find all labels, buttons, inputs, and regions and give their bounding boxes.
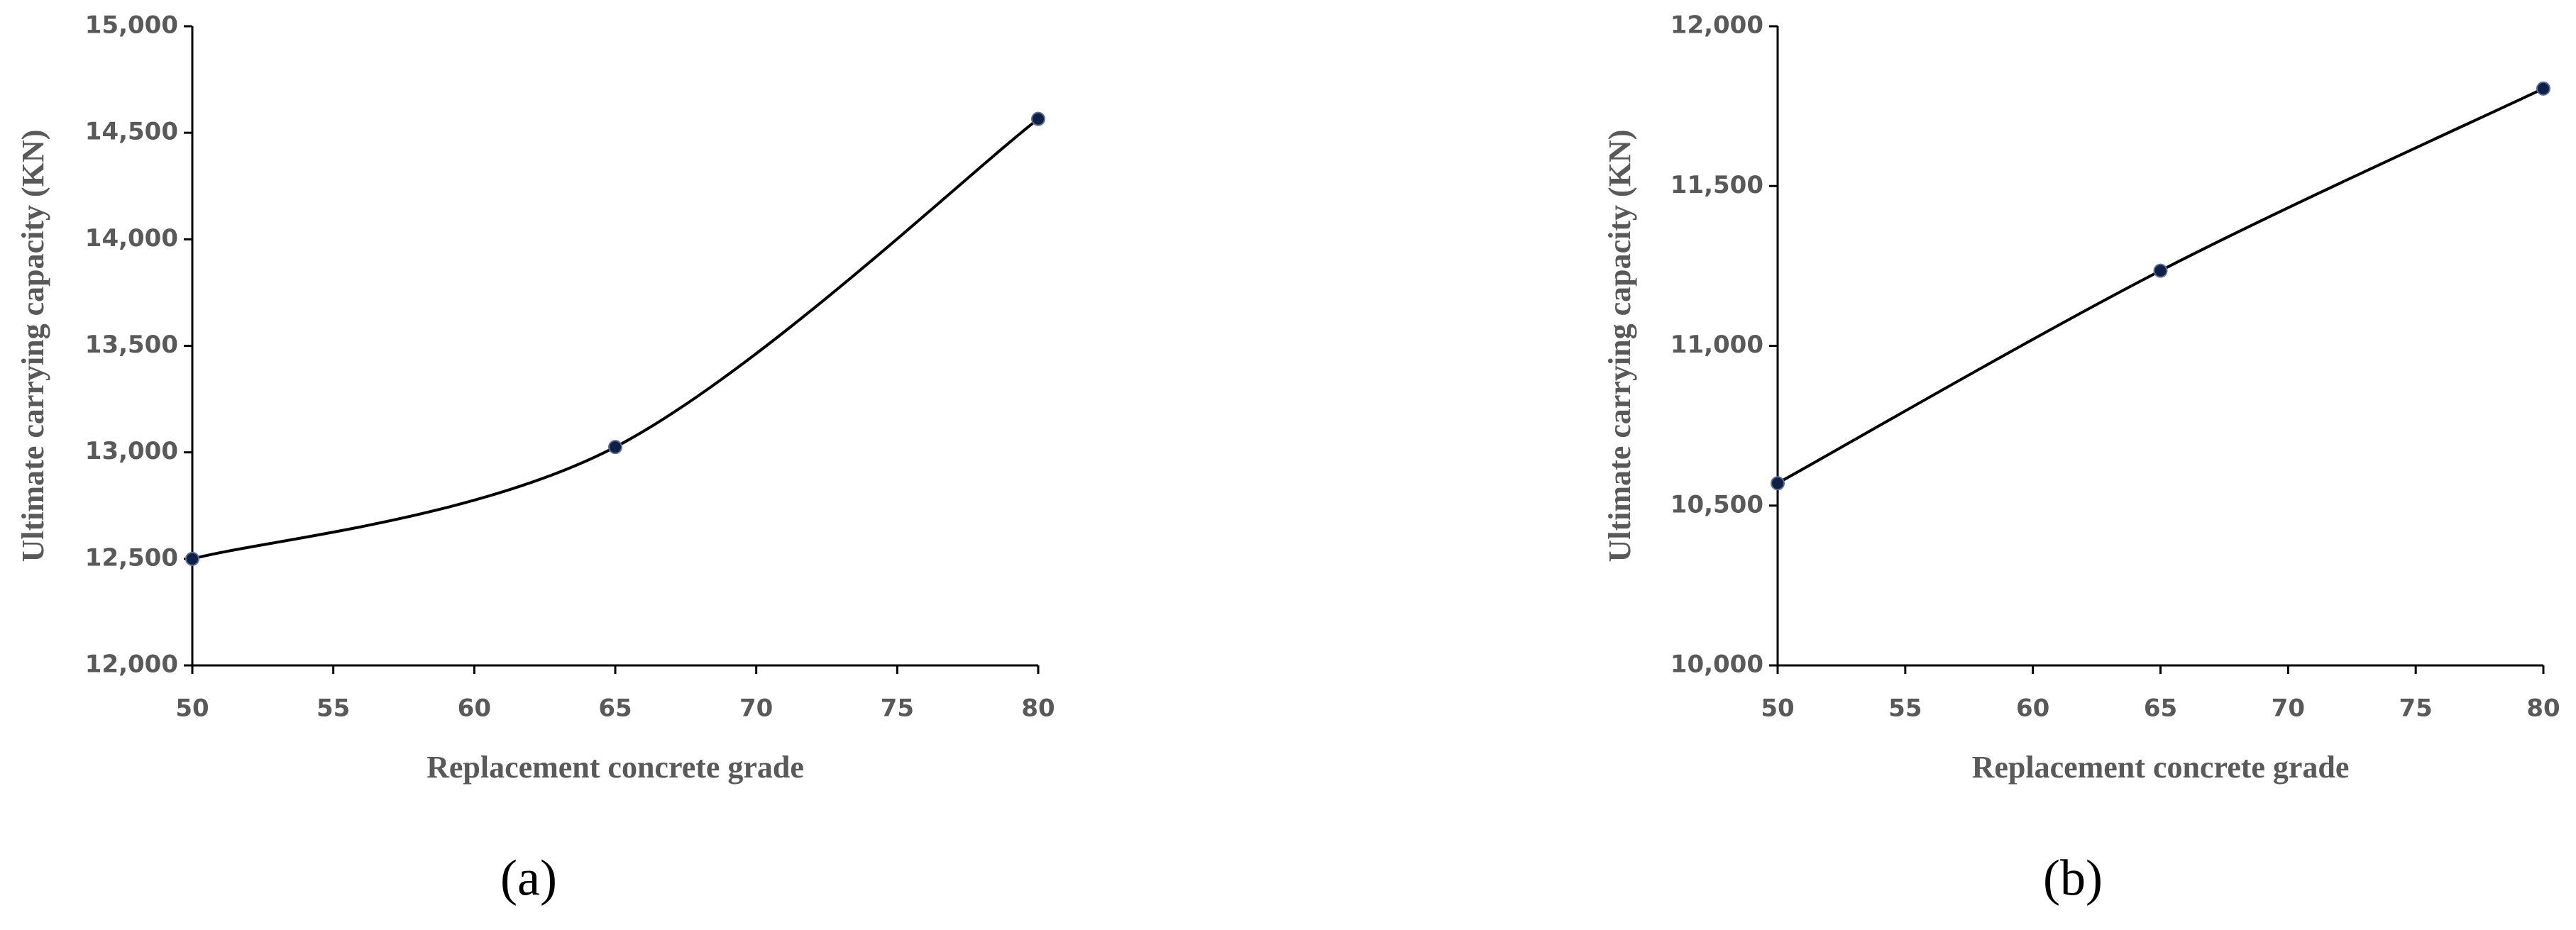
x-tick-label: 50 (175, 694, 209, 723)
series-line (1777, 87, 2544, 485)
x-tick-label: 50 (1761, 694, 1794, 723)
marker (608, 440, 622, 455)
x-tick-label: 65 (2144, 694, 2177, 723)
y-tick-label: 13,500 (85, 331, 178, 359)
x-tick-label: 70 (739, 694, 773, 723)
x-tick-label: 75 (881, 694, 914, 723)
x-axis-title: Replacement concrete grade (1972, 750, 2350, 785)
y-tick-label: 15,000 (85, 11, 178, 40)
x-axis-title: Replacement concrete grade (426, 750, 804, 785)
y-tick-label: 10,000 (1670, 651, 1763, 679)
x-tick-label: 60 (458, 694, 491, 723)
x-tick-label: 55 (1888, 694, 1922, 723)
marker (185, 551, 199, 566)
x-tick-label: 70 (2272, 694, 2305, 723)
marker (2153, 263, 2168, 278)
y-tick-label: 12,000 (1670, 11, 1763, 40)
y-tick-label: 11,500 (1670, 171, 1763, 199)
caption: (a) (500, 850, 557, 907)
y-axis-title: Ultimate carrying capacity (KN) (1602, 130, 1637, 563)
marker (1031, 111, 1045, 126)
y-tick-label: 10,500 (1670, 490, 1763, 519)
x-tick-label: 80 (2526, 694, 2560, 723)
x-tick-label: 60 (2016, 694, 2049, 723)
caption: (b) (2043, 850, 2103, 907)
x-tick-label: 55 (317, 694, 350, 723)
y-tick-label: 13,000 (85, 437, 178, 465)
x-tick-label: 65 (598, 694, 632, 723)
series-line (192, 118, 1040, 560)
x-tick-label: 80 (1021, 694, 1055, 723)
marker (1771, 476, 1785, 491)
y-tick-label: 12,000 (85, 651, 178, 679)
y-tick-label: 14,500 (85, 118, 178, 146)
y-tick-label: 12,500 (85, 543, 178, 572)
y-tick-label: 14,000 (85, 224, 178, 253)
marker (2536, 81, 2550, 96)
y-axis-title: Ultimate carrying capacity (KN) (16, 130, 50, 563)
y-tick-label: 11,000 (1670, 331, 1763, 359)
x-tick-label: 75 (2399, 694, 2433, 723)
